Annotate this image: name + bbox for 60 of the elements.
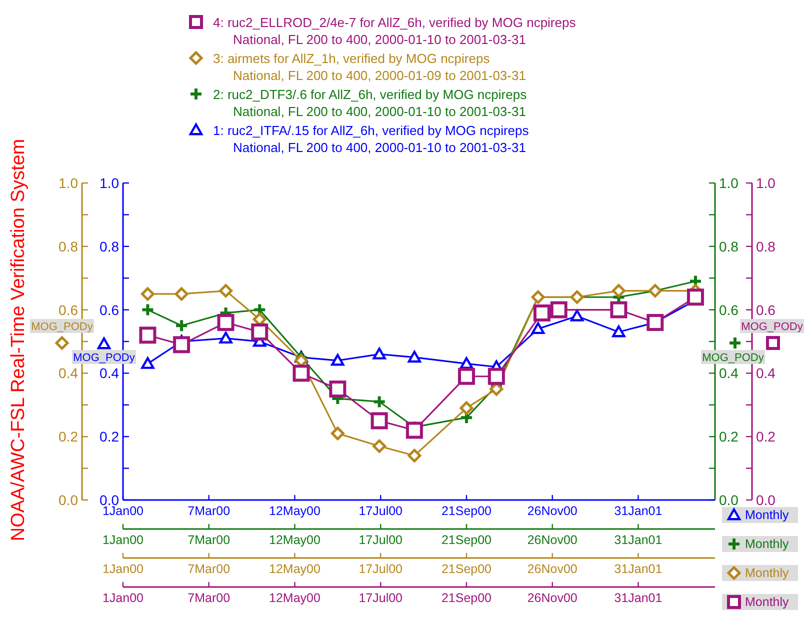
text: 17Jul00: [358, 562, 403, 576]
text: 31Jan01: [614, 533, 662, 547]
text: 21Sep00: [441, 533, 492, 547]
text: 0.2: [58, 428, 78, 445]
text: 1Jan00: [102, 562, 144, 576]
text: 12May00: [269, 591, 320, 605]
y3-tick-label: 0.2: [756, 428, 776, 445]
text: 21Sep00: [441, 591, 492, 605]
y3-tick-label: 0.4: [756, 365, 776, 382]
text: 7Mar00: [188, 591, 230, 605]
y2-tick-label: 0.8: [719, 238, 739, 254]
y2-tick-label: 0.6: [719, 302, 739, 318]
text: 26Nov00: [527, 562, 578, 576]
text: Monthly: [745, 537, 789, 551]
legend-label: 1: ruc2_ITFA/.15 for AllZ_6h, verified by MOG ncpireps National, FL 200 to 400, 2000-01-10 to 2001-03-31: [213, 123, 530, 155]
text: 21Sep00: [441, 562, 492, 576]
text: 0.4: [58, 365, 78, 382]
x-tick-label: 1Jan00: [102, 504, 144, 518]
y2-tick-label: 0.0: [719, 492, 739, 508]
y3-tick-label: 0.6: [756, 302, 776, 318]
text: 31Jan01: [614, 591, 662, 605]
text: 0.0: [58, 492, 78, 508]
text: 17Jul00: [358, 533, 403, 547]
y-tick-label: 1.0: [100, 175, 120, 191]
y3-tick-label: 0.0: [756, 492, 776, 508]
legend-label: 2: ruc2_DTF3/.6 for AllZ_6h, verified by MOG ncpireps National, FL 200 to 400, 2000-01-10 to 2001-03-31: [213, 87, 528, 119]
text: 17Jul00: [358, 591, 403, 605]
x-tick-label: 26Nov00: [527, 504, 578, 518]
x-tick-label: 31Jan01: [614, 504, 662, 518]
text: 1Jan00: [102, 591, 144, 605]
y3-tick-label: 0.8: [756, 238, 776, 254]
text: 26Nov00: [527, 533, 578, 547]
text: 0.6: [58, 302, 78, 318]
y-tick-label: 0.6: [100, 302, 120, 318]
text: Monthly: [745, 595, 789, 609]
x-tick-label: 7Mar00: [188, 504, 230, 518]
y3-tick-label: 1.0: [756, 175, 776, 191]
x-axis-title: Monthly: [745, 508, 790, 522]
text: 1.0: [58, 175, 78, 191]
text: Monthly: [745, 566, 789, 580]
y2-tick-label: 1.0: [719, 175, 739, 191]
x-tick-label: 21Sep00: [441, 504, 492, 518]
text: 1Jan00: [102, 533, 144, 547]
text: 0.8: [58, 238, 78, 254]
legend-label: 3: airmets for AllZ_1h, verified by MOG ncpireps National, FL 200 to 400, 2000-01-09 to 2001-03-31: [213, 51, 526, 83]
text: 12May00: [269, 562, 320, 576]
y-tick-label: 0.8: [100, 238, 120, 254]
text: 12May00: [269, 533, 320, 547]
y2-tick-label: 0.4: [719, 365, 739, 382]
legend-label: 4: ruc2_ELLROD_2/4e-7 for AllZ_6h, verified by MOG ncpireps National, FL 200 to 400, 2000-01-10 to 2001-03-31: [213, 15, 576, 47]
y-tick-label: 0.2: [100, 428, 120, 445]
text: NOAA/AWC-FSL Real-Time Verification System: [8, 138, 29, 542]
y2-tick-label: 0.2: [719, 428, 739, 445]
text: 7Mar00: [188, 533, 230, 547]
text: 26Nov00: [527, 591, 578, 605]
text: 31Jan01: [614, 562, 662, 576]
y-tick-label: 0.4: [100, 365, 120, 382]
x-tick-label: 17Jul00: [358, 504, 403, 518]
x-tick-label: 12May00: [269, 504, 320, 518]
text: 7Mar00: [188, 562, 230, 576]
